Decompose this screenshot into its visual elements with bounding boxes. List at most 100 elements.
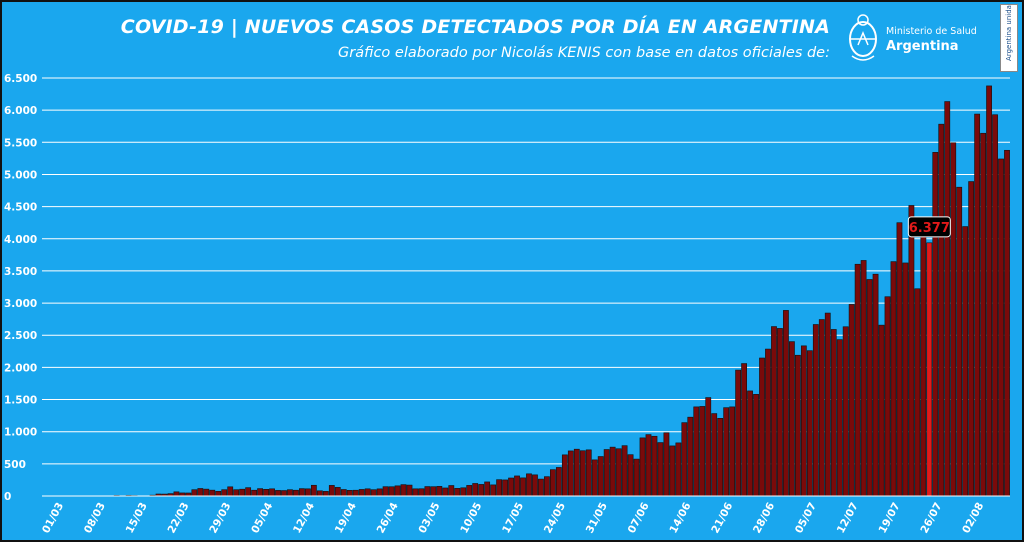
bar [824, 312, 831, 497]
x-tick-label: 10/05 [458, 501, 484, 536]
x-tick-label: 26/07 [918, 501, 944, 536]
x-tick-label: 07/06 [626, 501, 652, 536]
bar [544, 476, 550, 497]
bar [789, 341, 795, 497]
y-tick-label: 4.000 [4, 234, 37, 246]
x-tick-label: 21/06 [709, 501, 735, 536]
x-tick-label: 24/05 [542, 501, 568, 536]
x-tick-label: 05/04 [249, 501, 275, 536]
bar [938, 123, 945, 497]
bar [627, 454, 634, 497]
bar [508, 477, 514, 497]
bar [597, 456, 604, 497]
bar [478, 484, 485, 497]
bar [514, 475, 520, 497]
logo-ministry-text: Ministerio de Salud [886, 26, 977, 37]
bar [765, 348, 771, 497]
bar [663, 432, 670, 497]
y-tick-label: 1.500 [4, 395, 37, 407]
chart-subtitle: Gráfico elaborado por Nicolás KENIS con … [338, 45, 830, 61]
y-tick-label: 0 [4, 491, 11, 503]
bar [424, 486, 431, 497]
bar [305, 488, 311, 497]
logo-country-text: Argentina [886, 39, 959, 54]
bar [394, 485, 401, 497]
bar [251, 489, 258, 497]
bar [460, 487, 467, 497]
bar [293, 489, 299, 497]
bar [221, 489, 228, 497]
x-tick-label: 29/03 [207, 501, 233, 536]
x-tick-label: 19/04 [333, 501, 359, 536]
bar [759, 357, 765, 497]
bar [711, 413, 718, 497]
bar [203, 488, 210, 497]
bar [836, 339, 843, 497]
bar [245, 487, 252, 497]
bar [992, 114, 998, 497]
bar [334, 487, 341, 497]
highlight-label-box [907, 216, 951, 238]
bar [603, 449, 610, 497]
bar [257, 488, 263, 497]
bar [974, 113, 981, 497]
bar [400, 484, 407, 497]
bar [771, 326, 777, 497]
bar [358, 489, 365, 497]
bar [1004, 149, 1010, 497]
bar [747, 390, 753, 497]
x-tick-label: 08/03 [82, 501, 108, 536]
bar [382, 486, 389, 497]
bar [860, 260, 867, 497]
bar [980, 132, 986, 497]
x-tick-label: 31/05 [584, 501, 610, 536]
ministerio-logo: Ministerio de Salud Argentina [846, 12, 977, 64]
bar [944, 101, 951, 497]
bar [735, 369, 742, 497]
argentina-unida-badge: Argentina unida [1000, 4, 1018, 72]
x-tick-label: 12/04 [291, 501, 317, 536]
bar [854, 263, 861, 497]
bar [316, 490, 323, 497]
bar [526, 473, 532, 497]
bar [442, 487, 449, 497]
bar [591, 459, 598, 497]
bar [173, 491, 180, 497]
bar [681, 422, 688, 497]
bar [842, 326, 849, 497]
bar [454, 488, 461, 497]
bar [651, 435, 658, 497]
bar [884, 296, 891, 497]
y-tick-label: 500 [4, 459, 26, 471]
bar [388, 486, 395, 497]
bar [561, 454, 568, 497]
bar [639, 437, 646, 497]
x-tick-label: 28/06 [751, 501, 777, 536]
bar [914, 288, 921, 497]
y-tick-label: 1.000 [4, 427, 37, 439]
x-tick-label: 19/07 [877, 501, 903, 536]
chart-title: COVID-19 | NUEVOS CASOS DETECTADOS POR D… [120, 16, 830, 38]
y-tick-label: 4.500 [4, 202, 37, 214]
bar [209, 489, 216, 497]
bar [263, 489, 269, 497]
bar [328, 485, 335, 497]
bar [968, 181, 975, 497]
bar [687, 416, 694, 497]
bar [197, 488, 204, 497]
bar [794, 354, 801, 497]
bar-highlight [926, 242, 933, 497]
bar [310, 484, 317, 497]
bar [322, 491, 329, 497]
bar [227, 486, 234, 497]
bar [717, 418, 724, 497]
bar [633, 458, 640, 497]
bar [215, 491, 222, 497]
bar [896, 222, 903, 497]
x-tick-label: 17/05 [500, 501, 526, 536]
bar [705, 397, 712, 497]
y-tick-label: 2.500 [4, 330, 37, 342]
bar [448, 485, 455, 497]
bar [472, 483, 479, 497]
bar [430, 486, 437, 497]
